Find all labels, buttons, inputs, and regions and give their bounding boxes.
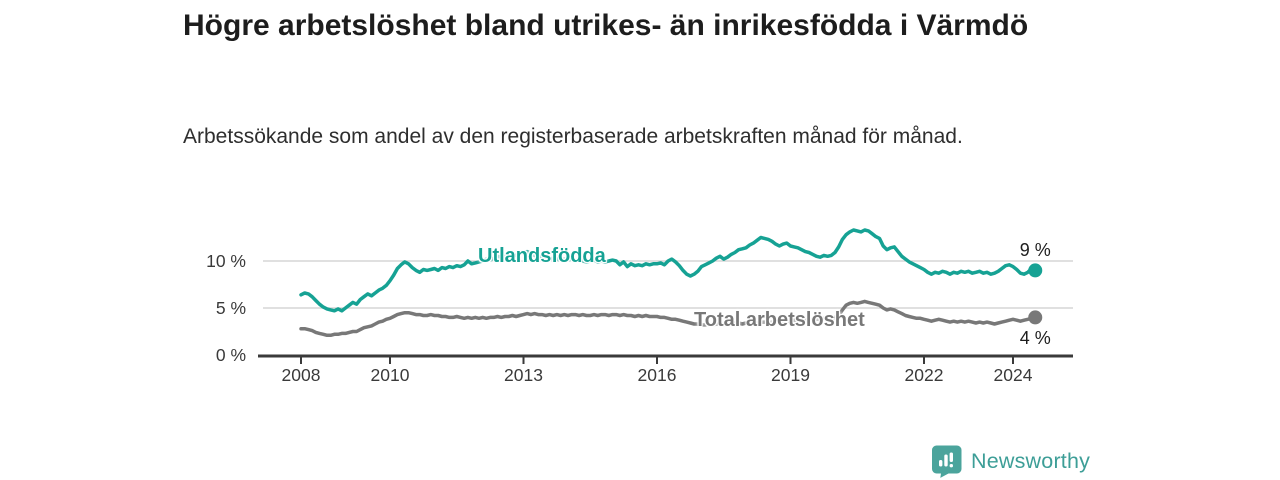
series-end-value-label: 9 % bbox=[1019, 240, 1051, 261]
brand-footer: Newsworthy bbox=[931, 445, 1090, 478]
series-end-dot bbox=[1028, 310, 1043, 325]
series-end-value-label: 4 % bbox=[1019, 328, 1051, 349]
x-axis-label: 2010 bbox=[370, 365, 410, 385]
series-line-utlandsfodda bbox=[299, 228, 1038, 313]
x-axis-label: 2016 bbox=[637, 365, 677, 385]
x-axis-label: 2008 bbox=[281, 365, 321, 385]
x-axis-label: 2019 bbox=[771, 365, 810, 385]
newsworthy-logo-icon bbox=[931, 445, 962, 478]
chart-subtitle: Arbetssökande som andel av den registerb… bbox=[183, 125, 963, 148]
y-axis-label: 0 % bbox=[215, 345, 246, 365]
series-line-total bbox=[299, 299, 1038, 338]
series-label: Total arbetslöshet bbox=[694, 309, 865, 331]
x-axis-label: 2024 bbox=[993, 365, 1033, 385]
x-axis-label: 2022 bbox=[904, 365, 944, 385]
y-axis-label: 5 % bbox=[215, 298, 246, 318]
series-end-dot bbox=[1028, 263, 1043, 278]
series-label: Utlandsfödda bbox=[478, 245, 606, 267]
y-axis-label: 10 % bbox=[206, 251, 246, 271]
page-title: Högre arbetslöshet bland utrikes- än inr… bbox=[183, 9, 1029, 42]
brand-name: Newsworthy bbox=[971, 449, 1091, 473]
x-axis-label: 2013 bbox=[504, 365, 543, 385]
